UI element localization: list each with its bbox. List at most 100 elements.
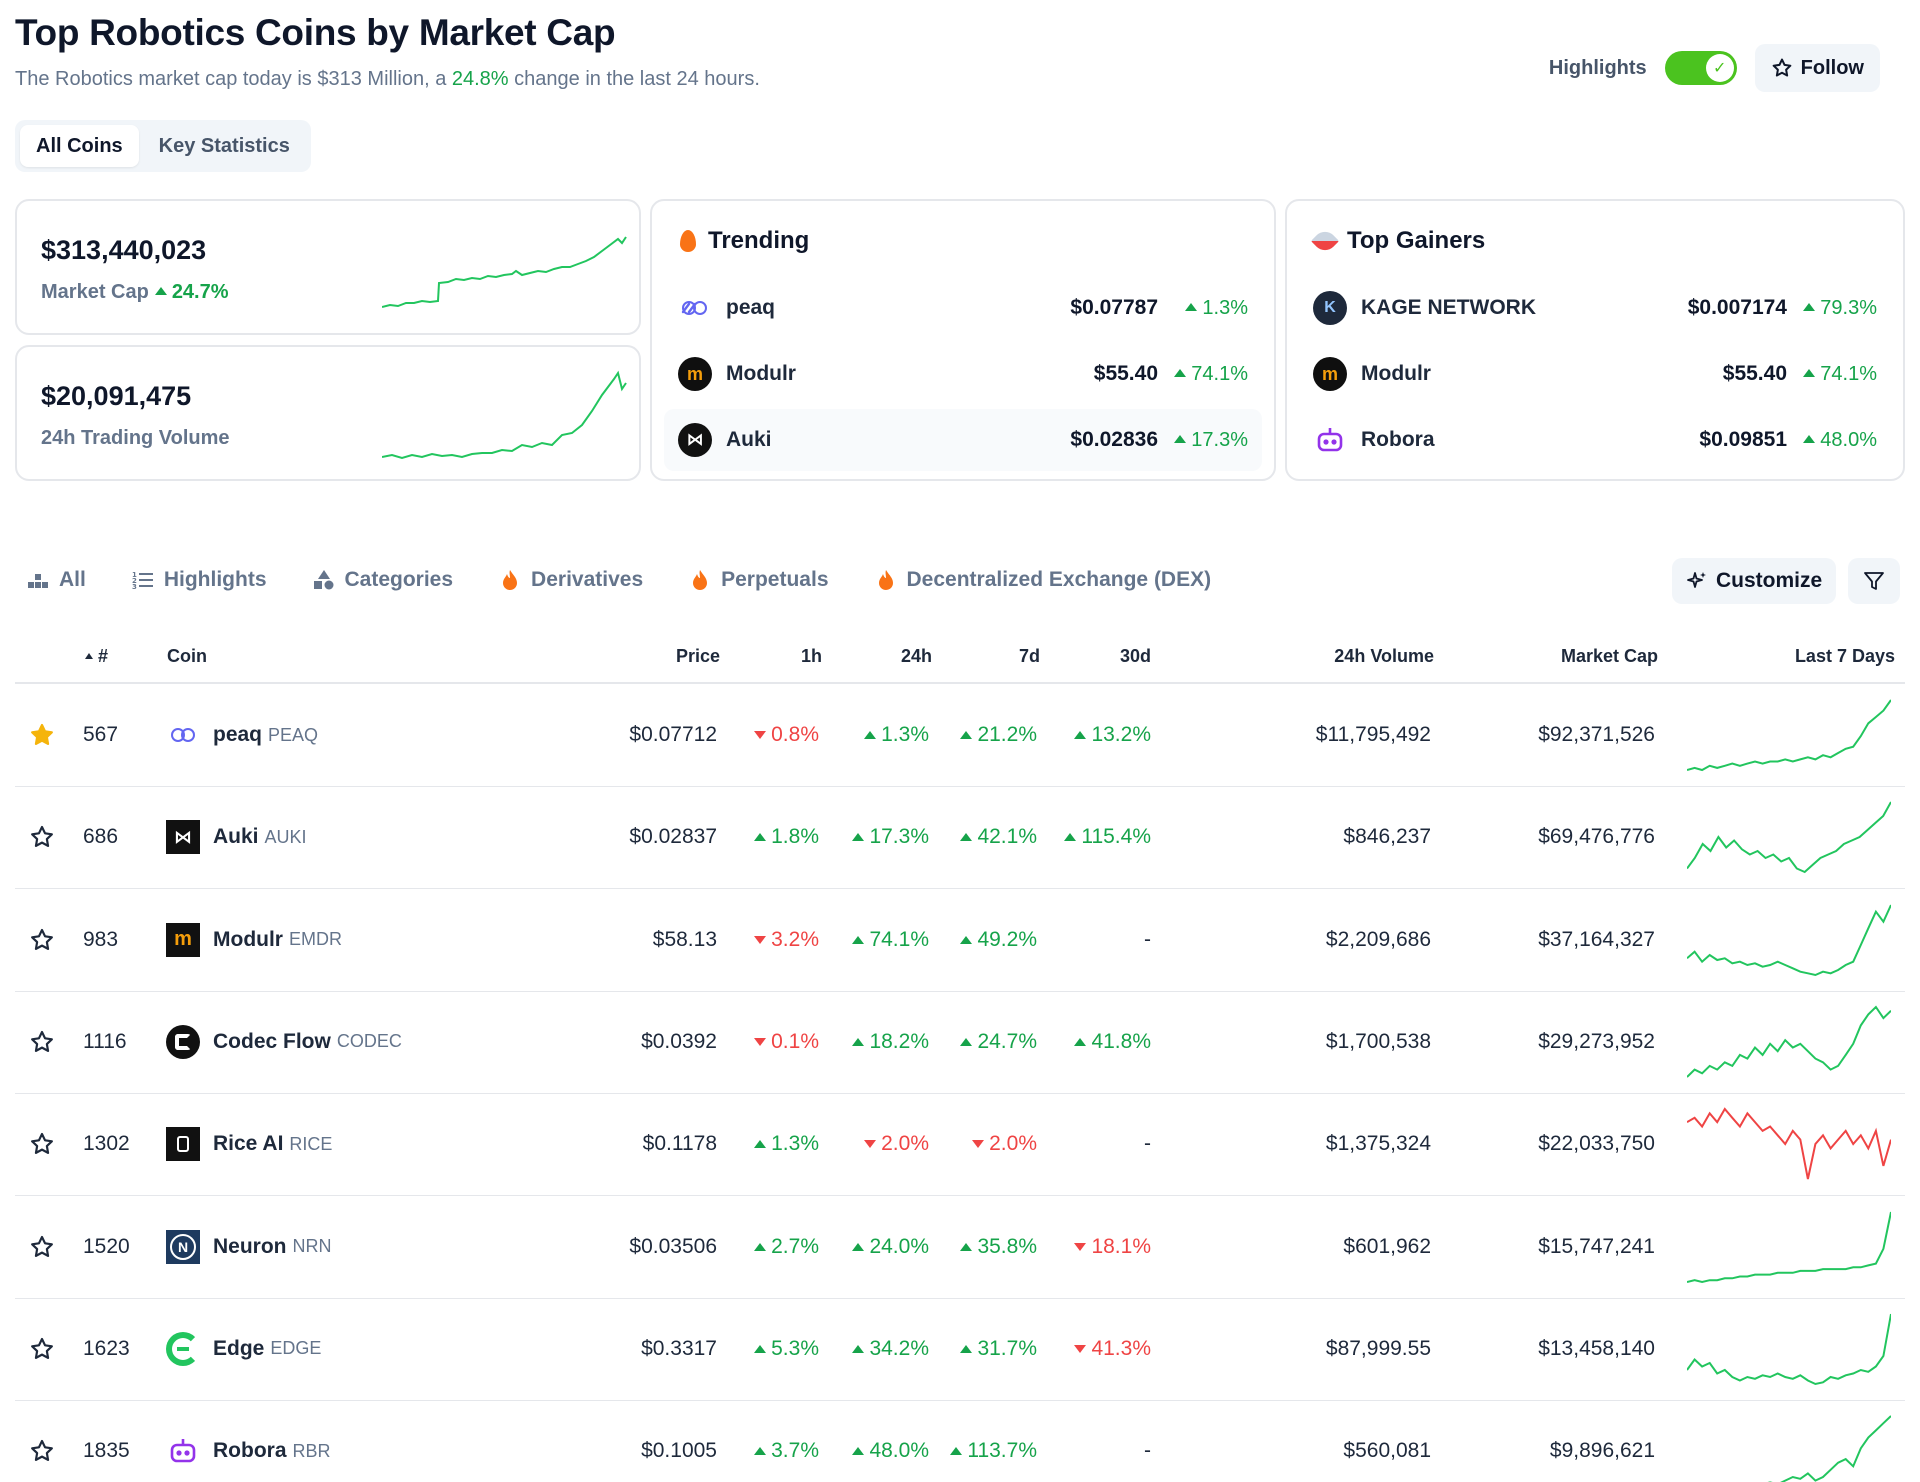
d7-change: 24.7% (927, 992, 1037, 1092)
star-icon (31, 723, 53, 745)
customize-button[interactable]: Customize (1672, 558, 1837, 604)
header-coin[interactable]: Coin (167, 646, 207, 666)
h1-change: 3.7% (719, 1401, 819, 1482)
table-row[interactable]: 1116 Codec Flow CODEC $0.0392 0.1% 18.2%… (15, 992, 1905, 1094)
sparkline-cell (1687, 1401, 1897, 1482)
sparkline-cell (1687, 1094, 1897, 1194)
gainer-item[interactable]: Robora $0.09851 48.0% (1299, 409, 1891, 471)
neuron-icon: N (165, 1229, 201, 1265)
coin-price: $0.03506 (629, 1234, 717, 1258)
sparkline-line (1687, 904, 1891, 976)
trending-item[interactable]: m Modulr $55.40 74.1% (664, 343, 1262, 405)
favorite-star[interactable] (29, 1197, 55, 1297)
coin-cell[interactable]: m Modulr EMDR (165, 890, 342, 990)
nav-all[interactable]: All (27, 568, 86, 592)
up-arrow-icon (960, 1037, 973, 1046)
down-arrow-icon (1074, 1344, 1087, 1353)
filter-button[interactable] (1848, 558, 1900, 604)
gainer-coin-change: 74.1% (1795, 363, 1877, 386)
coin-name: peaq (213, 723, 263, 746)
coin-volume: $846,237 (1343, 825, 1431, 849)
list-icon: 123 (132, 571, 153, 591)
nav-dex[interactable]: Decentralized Exchange (DEX) (875, 568, 1211, 592)
table-row[interactable]: 983 m Modulr EMDR $58.13 3.2% 74.1% 49.2… (15, 890, 1905, 992)
subtitle-change: 24.8% (451, 68, 509, 90)
header-price[interactable]: Price (675, 646, 720, 666)
table-row[interactable]: 1520 N Neuron NRN $0.03506 2.7% 24.0% 35… (15, 1197, 1905, 1299)
tab-all-coins[interactable]: All Coins (20, 125, 139, 167)
table-row[interactable]: 1302 Rice AI RICE $0.1178 1.3% 2.0% 2.0%… (15, 1094, 1905, 1197)
table-row[interactable]: 567 peaq PEAQ $0.07712 0.8% 1.3% 21.2% 1… (15, 685, 1905, 787)
gainer-item[interactable]: m Modulr $55.40 74.1% (1299, 343, 1891, 405)
market-cap-change: 24.7% (171, 281, 229, 303)
coin-price: $0.0392 (641, 1029, 717, 1053)
header-24h-volume[interactable]: 24h Volume (1334, 646, 1434, 666)
favorite-star[interactable] (29, 890, 55, 990)
header-1h[interactable]: 1h (800, 646, 822, 666)
coin-cell[interactable]: ⋈ Auki AUKI (165, 787, 307, 887)
table-row[interactable]: 1623 Edge EDGE $0.3317 5.3% 34.2% 31.7% … (15, 1299, 1905, 1401)
nav-categories[interactable]: Categories (313, 568, 454, 592)
favorite-star[interactable] (29, 1094, 55, 1194)
codec-flow-icon (165, 1024, 201, 1060)
tab-key-statistics[interactable]: Key Statistics (158, 134, 290, 157)
table-header: # Coin Price 1h 24h 7d 30d 24h Volume Ma… (15, 632, 1905, 684)
sort-rank-header[interactable]: # (85, 646, 108, 667)
header-24h[interactable]: 24h (900, 646, 932, 666)
svg-text:2: 2 (132, 577, 137, 585)
svg-text:3: 3 (132, 583, 137, 591)
coin-market-cap: $22,033,750 (1538, 1132, 1655, 1156)
sparkline-line (1687, 1313, 1891, 1385)
favorite-star[interactable] (29, 787, 55, 887)
h1-change: 1.3% (719, 1094, 819, 1194)
coin-cell[interactable]: peaq PEAQ (165, 685, 318, 785)
favorite-star[interactable] (29, 1401, 55, 1482)
highlights-toggle[interactable]: ✓ (1664, 51, 1737, 85)
customize-label: Customize (1716, 569, 1823, 592)
table-row[interactable]: 686 ⋈ Auki AUKI $0.02837 1.8% 17.3% 42.1… (15, 787, 1905, 890)
trending-item[interactable]: peaq $0.07787 1.3% (664, 277, 1262, 339)
nav-derivatives[interactable]: Derivatives (499, 568, 643, 592)
coin-cell[interactable]: Robora RBR (165, 1401, 331, 1482)
auki-icon: ⋈ (678, 423, 712, 457)
nav-categories-label: Categories (344, 568, 454, 591)
sparkline-cell (1687, 992, 1897, 1092)
filter-icon (1864, 572, 1884, 590)
sparkline (1687, 1107, 1891, 1180)
coin-cell[interactable]: N Neuron NRN (165, 1197, 332, 1297)
nav-perpetuals[interactable]: Perpetuals (689, 568, 829, 592)
sparkline (1687, 1211, 1891, 1283)
nav-highlights-label: Highlights (163, 568, 267, 591)
volume-card: $20,091,475 24h Trading Volume (15, 345, 641, 481)
table-row[interactable]: 1835 Robora RBR $0.1005 3.7% 48.0% 113.7… (15, 1401, 1905, 1482)
sparkline-line (1687, 1005, 1891, 1078)
gainer-item[interactable]: K KAGE NETWORK $0.007174 79.3% (1299, 277, 1891, 339)
coin-cell[interactable]: Edge EDGE (165, 1299, 321, 1399)
follow-button[interactable]: Follow (1754, 44, 1880, 92)
trending-item[interactable]: ⋈ Auki $0.02836 17.3% (664, 409, 1262, 471)
favorite-star[interactable] (29, 1299, 55, 1399)
sparkline (1767, 1415, 1891, 1482)
coin-cell[interactable]: Rice AI RICE (165, 1094, 332, 1194)
trending-coin-name: peaq (726, 296, 776, 319)
d7-change: 113.7% (927, 1401, 1037, 1482)
d30-change: - (1144, 1132, 1151, 1156)
coin-symbol: PEAQ (268, 724, 319, 745)
header-market-cap[interactable]: Market Cap (1560, 646, 1658, 666)
coin-market-cap: $9,896,621 (1549, 1439, 1655, 1463)
star-icon (1772, 58, 1792, 77)
d30-change: 41.3% (1041, 1299, 1151, 1399)
coin-volume: $87,999.55 (1325, 1336, 1431, 1360)
svg-text:1: 1 (132, 571, 137, 579)
header-30d[interactable]: 30d (1119, 646, 1151, 666)
coin-cell[interactable]: Codec Flow CODEC (165, 992, 402, 1092)
header-7d[interactable]: 7d (1018, 646, 1040, 666)
sparkline (1687, 699, 1891, 772)
sparkline (1687, 904, 1891, 976)
coin-name: Neuron (213, 1234, 287, 1258)
up-arrow-icon (1174, 434, 1187, 443)
gainer-coin-name: Robora (1361, 428, 1435, 451)
favorite-star[interactable] (29, 685, 55, 785)
favorite-star[interactable] (29, 992, 55, 1092)
